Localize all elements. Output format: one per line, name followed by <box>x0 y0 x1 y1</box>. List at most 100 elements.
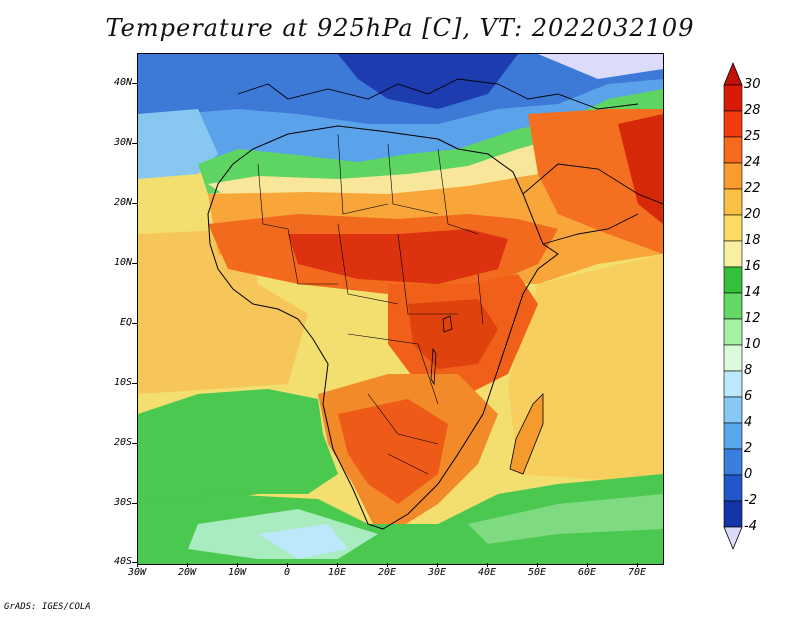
lat-tick <box>132 503 137 504</box>
lat-label: 30N <box>113 137 132 148</box>
southern-indian-fill <box>468 494 663 544</box>
lat-tick <box>132 383 137 384</box>
lon-label: 40E <box>477 567 497 578</box>
colorbar-label: 6 <box>744 389 753 404</box>
arabia-hottest-fill <box>618 114 663 224</box>
lat-label: 40S <box>113 556 132 567</box>
lat-tick <box>132 443 137 444</box>
lon-label: 30E <box>427 567 447 578</box>
colorbar-label: -2 <box>744 493 757 508</box>
lat-label: 30S <box>113 497 132 508</box>
lon-label: 20W <box>177 567 197 578</box>
colorbar-box <box>723 474 743 502</box>
colorbar-label: 2 <box>744 441 753 456</box>
lon-tick <box>587 563 588 567</box>
sahel-hottest-fill <box>288 229 508 284</box>
lat-tick <box>132 562 137 563</box>
lon-label: 50E <box>527 567 547 578</box>
colorbar-label: 4 <box>744 415 753 430</box>
tropical-atlantic-fill <box>138 229 308 394</box>
transition-light-fill <box>208 114 663 204</box>
lon-tick <box>387 563 388 567</box>
colorbar-box <box>723 422 743 450</box>
lon-label: 0 <box>283 567 291 578</box>
lon-label: 10W <box>227 567 247 578</box>
lake-victoria-shape <box>442 315 453 333</box>
colorbar <box>723 61 743 551</box>
lat-label: 40N <box>113 77 132 88</box>
lon-label: 10E <box>327 567 347 578</box>
under-range-fill <box>538 54 663 79</box>
colorbar-label: 0 <box>744 467 753 482</box>
lon-tick <box>537 563 538 567</box>
colorbar-label: 12 <box>744 311 761 326</box>
lat-tick <box>132 323 137 324</box>
colorbar-box <box>723 370 743 398</box>
colorbar-box <box>723 448 743 476</box>
lat-tick <box>132 143 137 144</box>
lake-tanganyika-shape <box>430 347 437 386</box>
colorbar-label: 10 <box>744 337 761 352</box>
lon-tick <box>287 563 288 567</box>
green-band-fill <box>198 89 663 194</box>
lon-tick <box>137 563 138 567</box>
colorbar-box <box>723 188 743 216</box>
colorbar-label: 18 <box>744 233 761 248</box>
lat-tick <box>132 203 137 204</box>
lon-tick <box>187 563 188 567</box>
lat-tick <box>132 263 137 264</box>
temperature-map <box>137 53 664 565</box>
colorbar-box <box>723 500 743 528</box>
colorbar-box <box>723 110 743 138</box>
lon-label: 70E <box>627 567 647 578</box>
lat-label: 10N <box>113 257 132 268</box>
colorbar-box <box>723 266 743 294</box>
colorbar-label: 28 <box>744 103 761 118</box>
lon-label: 20E <box>377 567 397 578</box>
great-lakes-hot-fill <box>408 299 498 369</box>
colorbar-box <box>723 292 743 320</box>
africa-coastline <box>207 125 559 530</box>
colorbar-box <box>723 162 743 190</box>
colorbar-label: 8 <box>744 363 753 378</box>
colorbar-label: 25 <box>744 129 761 144</box>
footer-credit: GrADS: IGES/COLA <box>4 602 91 612</box>
colorbar-label: -4 <box>744 519 757 534</box>
colorbar-box <box>723 240 743 268</box>
madagascar-shape <box>509 393 544 475</box>
colorbar-box <box>723 214 743 242</box>
lon-tick <box>237 563 238 567</box>
colorbar-label: 16 <box>744 259 761 274</box>
lat-label: EQ <box>119 317 132 328</box>
colorbar-label: 22 <box>744 181 761 196</box>
colorbar-label: 30 <box>744 77 761 92</box>
lon-tick <box>437 563 438 567</box>
southern-africa-hot-fill <box>338 399 448 504</box>
colorbar-over-triangle <box>723 61 743 86</box>
colorbar-label: 20 <box>744 207 761 222</box>
colorbar-box <box>723 84 743 112</box>
lon-tick <box>637 563 638 567</box>
colorbar-under-triangle <box>723 526 743 551</box>
lat-tick <box>132 83 137 84</box>
colorbar-box <box>723 136 743 164</box>
indian-ocean-fill <box>508 254 663 484</box>
colorbar-box <box>723 396 743 424</box>
country-borders <box>257 133 484 475</box>
lon-tick <box>337 563 338 567</box>
colorbar-box <box>723 318 743 346</box>
lon-label: 30W <box>127 567 147 578</box>
europe-coastline <box>237 78 639 110</box>
lon-tick <box>487 563 488 567</box>
lat-label: 20S <box>113 437 132 448</box>
arabia-coastline <box>522 163 663 245</box>
mediterranean-cold-fill <box>338 54 518 109</box>
colorbar-label: 24 <box>744 155 761 170</box>
lat-label: 20N <box>113 197 132 208</box>
atlantic-light-fill <box>138 109 218 179</box>
southern-ocean-cool-fill <box>258 524 348 559</box>
map-title: Temperature at 925hPa [C], VT: 202203210… <box>105 14 695 42</box>
colorbar-box <box>723 344 743 372</box>
lat-label: 10S <box>113 377 132 388</box>
map-canvas <box>138 54 663 564</box>
